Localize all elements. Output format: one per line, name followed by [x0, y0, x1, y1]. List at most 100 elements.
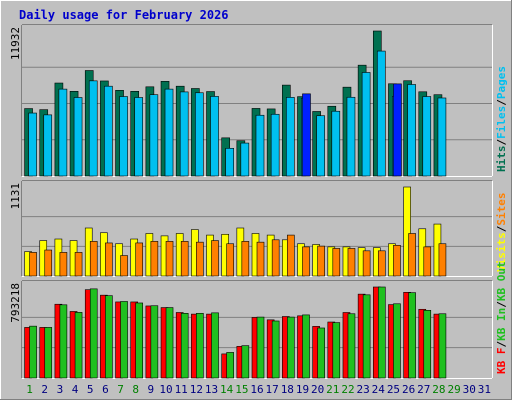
- x-tick-day-7: 7: [117, 383, 124, 396]
- legend-entry-2: Sites: [495, 193, 508, 226]
- bar-pages-day-25: [393, 83, 402, 177]
- bar-files-day-9: [149, 94, 159, 177]
- bar-files-day-3: [58, 88, 68, 177]
- bar-sites-day-5: [89, 241, 98, 277]
- bar-files-day-27: [422, 96, 432, 177]
- bar-kb-in-day-8: [135, 302, 144, 379]
- bar-kb-in-day-27: [423, 310, 432, 379]
- bar-pages-day-19: [302, 93, 311, 177]
- legend-entry-3: /: [495, 99, 508, 106]
- bar-kb-in-day-23: [362, 294, 371, 379]
- x-tick-day-23: 23: [357, 383, 370, 396]
- bar-files-day-6: [104, 85, 113, 177]
- x-tick-day-26: 26: [402, 383, 415, 396]
- bar-sites-day-12: [196, 241, 204, 277]
- legend-entry-2: Files: [495, 106, 508, 139]
- x-tick-day-8: 8: [132, 383, 139, 396]
- bar-kb-in-day-13: [211, 312, 219, 379]
- x-tick-day-12: 12: [190, 383, 203, 396]
- bar-sites-day-14: [226, 243, 234, 277]
- x-tick-day-3: 3: [57, 383, 64, 396]
- bar-sites-day-21: [332, 248, 341, 277]
- bar-files-day-7: [119, 96, 128, 177]
- panel-3-ymax-label: 793218: [9, 283, 22, 323]
- bar-files-day-15: [240, 142, 250, 177]
- legend-entry-0: Hits: [495, 146, 508, 173]
- bar-kb-in-day-18: [287, 316, 295, 379]
- bar-kb-in-day-14: [226, 352, 234, 379]
- panel-1-legend: Hits/Files/Pages: [495, 66, 508, 172]
- bar-kb-in-day-19: [302, 314, 310, 379]
- bar-files-day-26: [407, 84, 416, 177]
- bar-sites-day-11: [180, 241, 189, 277]
- x-tick-day-18: 18: [281, 383, 294, 396]
- bar-kb-in-day-26: [408, 292, 416, 379]
- bar-files-day-21: [331, 110, 341, 177]
- plot-panels: 11932Hits/Files/Pages1131Visits/Sites793…: [9, 24, 508, 379]
- bar-sites-day-7: [120, 255, 128, 277]
- bar-kb-in-day-28: [438, 313, 447, 379]
- chart-title: Daily usage for February 2026: [19, 8, 229, 22]
- bar-sites-day-17: [271, 239, 280, 277]
- x-tick-day-11: 11: [175, 383, 188, 396]
- bar-kb-in-day-3: [59, 304, 68, 379]
- x-tick-day-6: 6: [102, 383, 109, 396]
- bar-kb-in-day-12: [196, 312, 204, 379]
- bar-sites-day-9: [150, 241, 159, 277]
- legend-entry-1: /: [495, 225, 508, 232]
- x-tick-day-13: 13: [205, 383, 218, 396]
- bar-sites-day-16: [256, 241, 265, 277]
- x-tick-day-22: 22: [341, 383, 354, 396]
- legend-entry-1: /: [495, 341, 508, 348]
- bar-sites-day-19: [302, 246, 310, 277]
- bar-sites-day-6: [105, 242, 113, 277]
- bar-files-day-10: [164, 88, 174, 177]
- bar-sites-day-27: [423, 246, 432, 277]
- bar-files-day-4: [73, 97, 83, 177]
- bar-sites-day-2: [44, 249, 53, 277]
- bar-files-day-2: [43, 114, 53, 177]
- bar-visits-day-26: [403, 186, 411, 277]
- x-tick-day-10: 10: [159, 383, 172, 396]
- bar-files-day-8: [134, 97, 144, 177]
- bar-sites-day-10: [165, 241, 174, 277]
- bar-sites-day-28: [438, 243, 447, 277]
- bar-sites-day-23: [362, 250, 371, 277]
- bar-sites-day-20: [317, 245, 325, 277]
- bar-kb-in-day-10: [165, 307, 174, 379]
- bar-sites-day-24: [377, 250, 386, 277]
- panel-1-ymax-label: 11932: [9, 27, 22, 60]
- bar-sites-day-1: [29, 252, 37, 277]
- legend-entry-2: KB In: [495, 308, 508, 341]
- bar-kb-in-day-2: [44, 327, 53, 379]
- bar-kb-in-day-1: [29, 325, 37, 379]
- bar-files-day-11: [179, 91, 189, 177]
- legend-entry-4: KB Out: [495, 261, 508, 301]
- bar-sites-day-22: [347, 248, 356, 277]
- bar-kb-in-day-7: [120, 301, 128, 379]
- x-tick-day-4: 4: [72, 383, 79, 396]
- bar-files-day-18: [286, 97, 295, 177]
- bar-kb-in-day-20: [317, 327, 325, 379]
- x-tick-day-17: 17: [266, 383, 279, 396]
- bar-kb-in-day-9: [150, 305, 159, 379]
- bar-sites-day-26: [408, 233, 416, 277]
- x-tick-day-14: 14: [220, 383, 234, 396]
- bar-kb-in-day-24: [377, 286, 386, 379]
- bar-files-day-16: [255, 114, 265, 177]
- x-tick-day-31: 31: [478, 383, 491, 396]
- bar-files-day-22: [346, 96, 356, 177]
- bar-sites-day-15: [241, 241, 250, 277]
- bar-kb-in-day-17: [271, 320, 280, 379]
- bar-sites-day-25: [393, 245, 401, 277]
- panel-2-legend: Visits/Sites: [495, 193, 508, 273]
- bar-sites-day-18: [287, 234, 295, 277]
- bar-sites-day-13: [211, 240, 219, 277]
- legend-entry-0: KB F: [495, 348, 508, 375]
- x-tick-day-9: 9: [148, 383, 155, 396]
- bar-files-day-20: [316, 115, 325, 177]
- x-axis-ticks: 1 2 3 4 5 6 7 8 9 10 11 12 13 14 15 16 17 18 19 20 21 22 23 24 2…: [26, 383, 491, 396]
- x-tick-day-15: 15: [235, 383, 248, 396]
- bar-kb-in-day-25: [393, 303, 401, 379]
